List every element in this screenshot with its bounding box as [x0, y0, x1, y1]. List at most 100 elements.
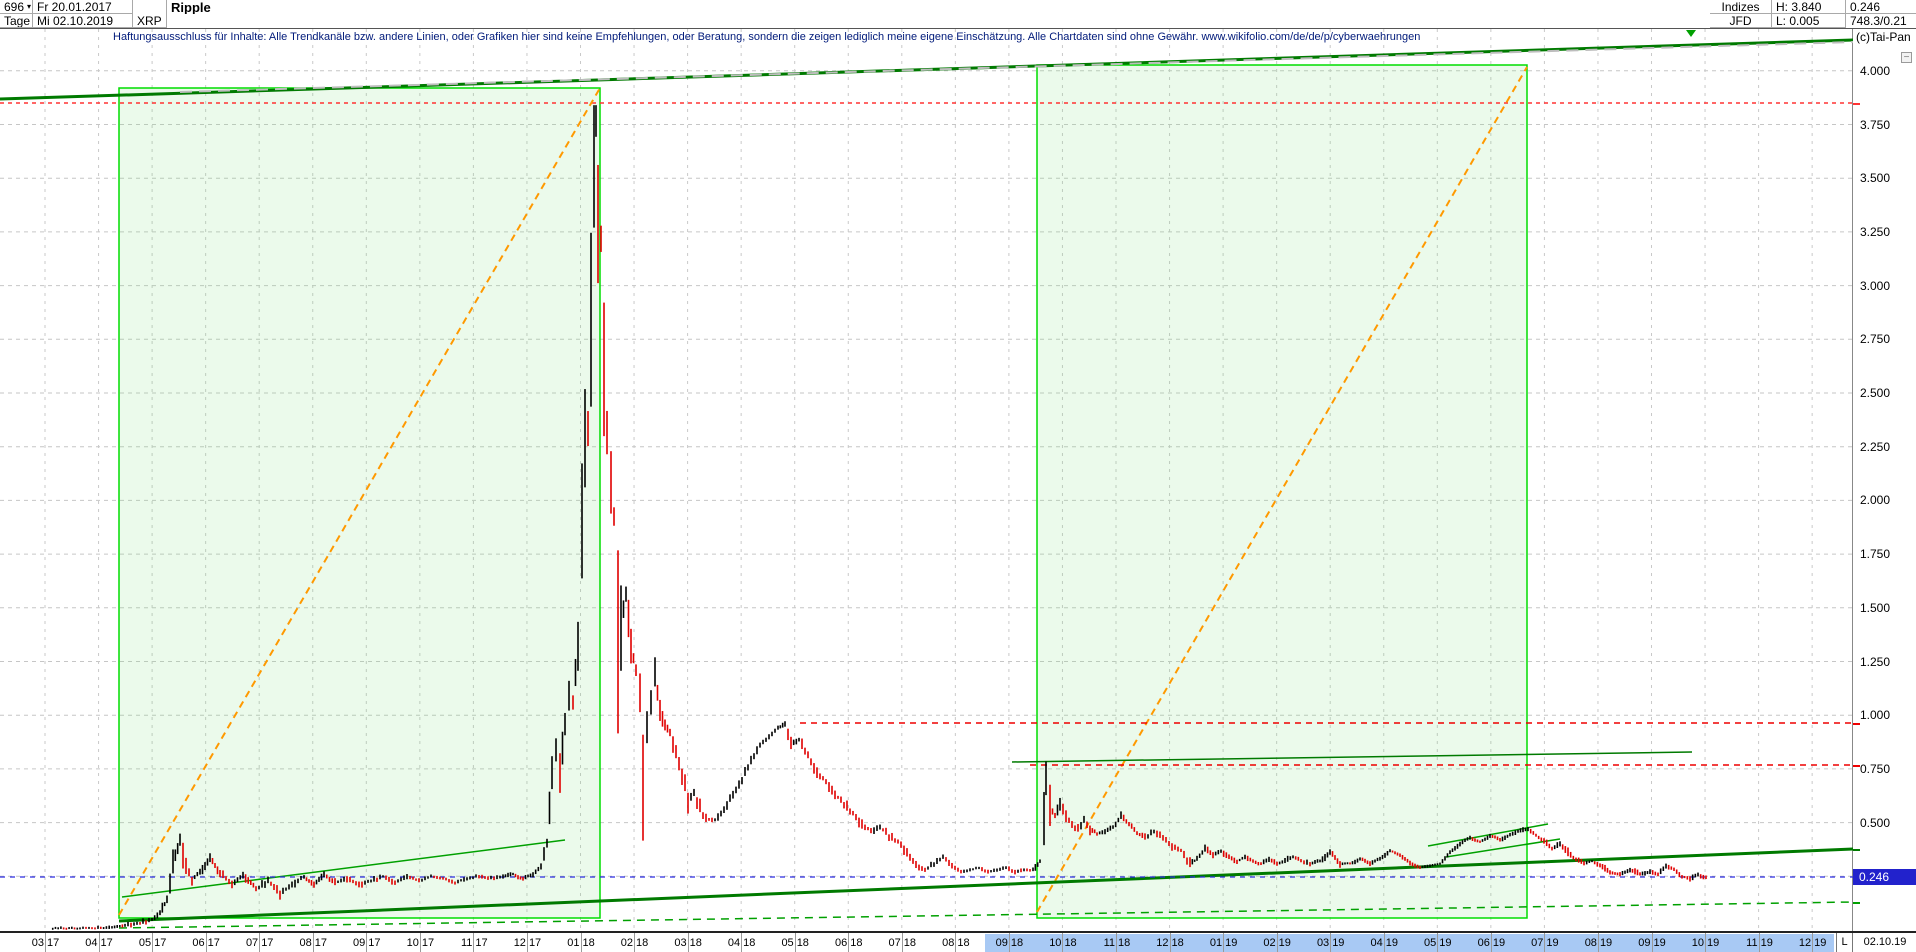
month-tick: [259, 933, 261, 952]
date-from-field[interactable]: Fr 20.01.2017: [33, 0, 133, 14]
month-label: 03 19: [1316, 937, 1345, 949]
month-tick: [955, 933, 957, 952]
price-axis-tick: 1.250: [1860, 654, 1891, 669]
price-axis-tick: 0.500: [1860, 815, 1891, 830]
month-label: 06 18: [835, 937, 863, 949]
quote-group-label: Indizes: [1710, 0, 1772, 14]
month-label: 10 18: [1049, 937, 1077, 949]
month-label: 03 17: [31, 937, 60, 949]
month-tick: [634, 933, 636, 952]
month-label: 02 19: [1263, 937, 1291, 949]
chart-plot-area[interactable]: Haftungsausschluss für Inhalte: Alle Tre…: [0, 29, 1853, 931]
disclaimer-text: Haftungsausschluss für Inhalte: Alle Tre…: [113, 31, 1421, 43]
month-label: 04 19: [1370, 937, 1399, 949]
quote-high: H: 3.840: [1772, 0, 1846, 14]
quote-feed-label: JFD: [1710, 14, 1772, 28]
month-tick: [1116, 933, 1117, 952]
month-tick: [1651, 933, 1653, 952]
collapse-minus-icon[interactable]: −: [1901, 52, 1912, 63]
month-label: 10 17: [406, 937, 435, 949]
month-tick: [205, 933, 207, 952]
month-tick: [1490, 933, 1492, 952]
month-label: 09 17: [353, 937, 381, 949]
header-quote-panel: Indizes JFD H: 3.840 L: 0.005 0.246 748.…: [1710, 0, 1916, 29]
month-tick: [741, 933, 743, 952]
month-label: 10 19: [1691, 937, 1720, 949]
price-axis[interactable]: 4.000 3.750 3.500 3.250 3.000 2.750 2.500 2.250…: [1853, 29, 1916, 931]
month-tick: [794, 933, 796, 952]
month-label: 11 18: [1103, 937, 1131, 949]
price-axis-tick: 0.750: [1860, 761, 1891, 776]
month-label: 04 17: [85, 937, 113, 949]
bars-count-dropdown[interactable]: 696 ▾: [0, 0, 33, 14]
month-tick: [1812, 933, 1814, 952]
month-label: 11 17: [460, 937, 488, 949]
price-axis-tick: 2.750: [1860, 332, 1891, 347]
month-label: 03 18: [674, 937, 702, 949]
month-tick: [473, 933, 475, 952]
price-axis-tick: 2.000: [1860, 493, 1891, 508]
month-label: 09 19: [1638, 937, 1666, 949]
current-price-tag: 0.246: [1853, 869, 1916, 886]
axis-line-stub: [1853, 849, 1860, 851]
month-tick: [1008, 933, 1010, 952]
date-axis[interactable]: 03 17 04 17 05 17 06 17 07 17 08 17 09 17 10 17 11 17 12 17…: [0, 931, 1916, 952]
price-axis-tick: 2.500: [1860, 386, 1891, 400]
last-date-label: 02.10.19: [1854, 933, 1916, 952]
month-tick: [1544, 933, 1546, 952]
date-range-highlight: [985, 934, 1834, 952]
price-axis-tick: 3.750: [1860, 117, 1891, 132]
month-label: 06 19: [1477, 937, 1506, 949]
month-label: 07 18: [888, 937, 917, 949]
month-tick: [98, 933, 100, 952]
month-tick: [1062, 933, 1064, 952]
bars-count-value: 696: [4, 0, 25, 14]
month-tick: [1383, 933, 1385, 952]
axis-line-stub: [1853, 103, 1860, 105]
axis-line-stub: [1853, 902, 1860, 904]
date-from-value: Fr 20.01.2017: [37, 0, 112, 14]
chart-header: 696 ▾ Fr 20.01.2017 Ripple Tage ▾ Mi 02.…: [0, 0, 1916, 29]
price-axis-tick: 2.250: [1860, 439, 1891, 454]
price-axis-tick: 1.750: [1860, 547, 1891, 562]
date-to-value: Mi 02.10.2019: [37, 14, 114, 28]
price-axis-tick: 4.000: [1860, 63, 1891, 78]
month-tick: [45, 933, 46, 952]
month-label: 07 19: [1531, 937, 1559, 949]
quote-low: L: 0.005: [1772, 14, 1846, 28]
month-tick: [687, 933, 689, 952]
period-dropdown[interactable]: Tage ▾: [0, 14, 33, 28]
price-axis-tick: 1.000: [1860, 708, 1891, 723]
price-axis-tick: 1.500: [1860, 600, 1891, 615]
month-tick: [901, 933, 903, 952]
month-tick: [419, 933, 421, 952]
month-tick: [1330, 933, 1332, 952]
month-tick: [1223, 933, 1225, 952]
month-label: 12 19: [1798, 937, 1827, 949]
date-to-field[interactable]: Mi 02.10.2019: [33, 14, 133, 28]
month-label: 08 18: [942, 937, 970, 949]
axis-line-stub: [1853, 765, 1860, 767]
month-label: 01 18: [567, 937, 595, 949]
month-tick: [1597, 933, 1599, 952]
month-tick: [1276, 933, 1278, 952]
month-label: 08 19: [1584, 937, 1613, 949]
last-bar-marker: L: [1836, 933, 1853, 952]
axis-marker-triangle-icon: [1686, 30, 1696, 37]
symbol-cell: XRP: [133, 14, 167, 28]
month-tick: [1169, 933, 1171, 952]
price-axis-tick: 3.500: [1860, 171, 1891, 186]
month-tick: [312, 933, 314, 952]
month-tick: [1705, 933, 1707, 952]
axis-line-stub: [1853, 723, 1860, 725]
month-label: 07 17: [245, 937, 274, 949]
quote-last: 0.246: [1846, 0, 1916, 14]
price-axis-tick: 3.000: [1860, 278, 1891, 293]
month-label: 02 18: [620, 937, 649, 949]
month-label: 12 17: [513, 937, 542, 949]
month-label: 11 19: [1746, 937, 1773, 949]
month-tick: [1758, 933, 1760, 952]
month-tick: [152, 933, 154, 952]
chevron-down-icon: ▾: [27, 2, 32, 11]
